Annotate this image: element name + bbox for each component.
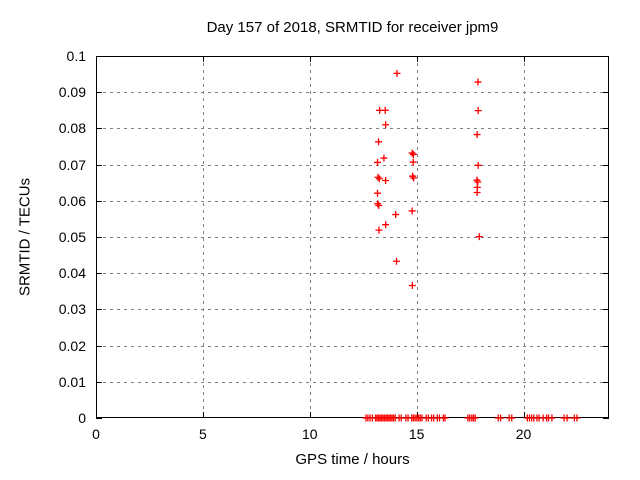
y-tick-label: 0.04: [58, 265, 86, 282]
x-tick-label: 0: [92, 426, 100, 442]
plot-area: [96, 56, 609, 422]
x-tick-label: 5: [198, 426, 207, 442]
y-tick-label: 0.05: [58, 229, 86, 245]
y-tick-label: 0.07: [58, 156, 86, 173]
y-tick-label: 0.06: [58, 192, 86, 209]
y-tick-label: 0.03: [58, 301, 86, 318]
y-tick-label: 0: [78, 410, 86, 426]
chart-title: Day 157 of 2018, SRMTID for receiver jpm…: [206, 19, 499, 36]
x-tick-label: 10: [301, 426, 318, 442]
data-points: [362, 69, 581, 422]
x-axis-label: GPS time / hours: [295, 451, 410, 468]
y-tick-label: 0.1: [66, 48, 86, 64]
scatter-plot: [96, 56, 609, 422]
y-tick-label: 0.02: [58, 337, 86, 354]
y-tick-label: 0.08: [58, 120, 86, 137]
y-tick-label: 0.09: [58, 84, 86, 101]
y-tick-label: 0.01: [58, 373, 86, 390]
x-tick-label: 20: [515, 426, 532, 442]
x-tick-label: 15: [408, 426, 425, 442]
